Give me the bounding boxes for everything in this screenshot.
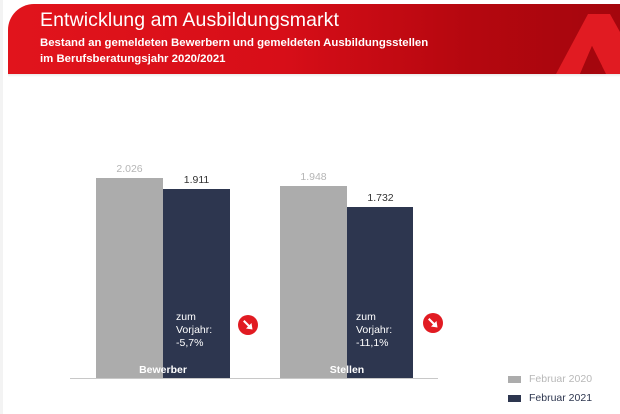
- page-subtitle-line1: Bestand an gemeldeten Bewerbern und geme…: [40, 37, 429, 49]
- legend-swatch: [508, 375, 521, 383]
- change-label: zum: [356, 311, 376, 323]
- legend-label: Februar 2021: [529, 392, 593, 404]
- change-label: Vorjahr:: [356, 324, 393, 336]
- legend-item-2020: Februar 2020: [508, 373, 592, 385]
- slide-edge: [0, 0, 3, 414]
- bar-februar-2021: [347, 207, 413, 378]
- bar-februar-2020: [280, 186, 347, 378]
- value-label-2021: 1.732: [367, 192, 394, 204]
- value-label-2021: 1.911: [183, 174, 210, 186]
- arrow-down-right-icon: [238, 315, 258, 335]
- category-label: Stellen: [329, 364, 365, 376]
- page-subtitle-line2: im Berufsberatungsjahr 2020/2021: [40, 53, 226, 65]
- category-label: Bewerber: [139, 364, 187, 376]
- bar-februar-2020: [96, 178, 163, 378]
- change-annotation: zum Vorjahr: -5,7%: [176, 311, 212, 350]
- change-label: zum: [176, 311, 196, 323]
- change-annotation: zum Vorjahr: -11,1%: [356, 311, 392, 350]
- bar-februar-2021: [163, 189, 230, 378]
- header-shadow: [8, 74, 620, 77]
- arrow-down-right-icon: [423, 313, 443, 333]
- legend-label: Februar 2020: [529, 373, 593, 385]
- change-label: Vorjahr:: [176, 324, 213, 336]
- x-axis-baseline: [70, 378, 438, 379]
- value-label-2020: 2.026: [116, 163, 143, 175]
- page-title: Entwicklung am Ausbildungsmarkt: [40, 9, 339, 31]
- change-value: -5,7%: [176, 337, 204, 349]
- change-value: -11,1%: [356, 337, 389, 349]
- legend-swatch: [508, 394, 521, 402]
- header-banner: Entwicklung am Ausbildungsmarkt Bestand …: [8, 4, 620, 74]
- value-label-2020: 1.948: [300, 171, 327, 183]
- arbeitsagentur-logo-icon: [556, 14, 620, 74]
- legend-item-2021: Februar 2021: [508, 392, 592, 404]
